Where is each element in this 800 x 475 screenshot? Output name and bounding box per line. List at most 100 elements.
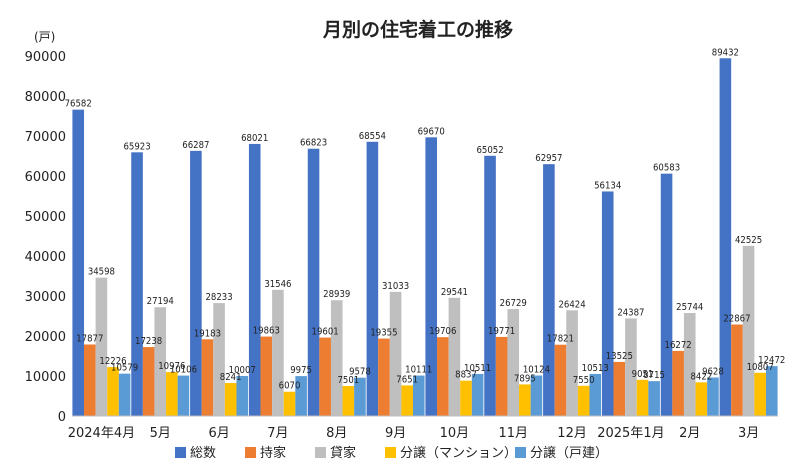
data-label: 31546 [264,279,291,290]
x-tick-label: 2025年1月 [597,426,664,441]
bar [201,339,214,416]
bar [131,152,143,416]
bar [236,375,249,416]
x-tick-label: 2024年4月 [68,426,135,441]
bar [577,385,590,416]
bar [636,379,649,416]
bar [283,391,296,416]
bar [118,373,131,416]
data-label: 19863 [253,326,280,337]
y-tick-label: 20000 [25,330,66,345]
data-label: 28939 [323,289,350,300]
bar [319,337,331,416]
bar [401,385,413,416]
data-label: 19771 [488,326,515,337]
data-label: 24387 [617,307,644,318]
bar [719,58,732,417]
legend-swatch [315,447,326,458]
bar [554,344,567,416]
data-label: 10124 [523,365,550,376]
data-label: 16272 [665,340,692,351]
x-tick-label: 8月 [326,426,347,441]
data-label: 8837 [455,370,477,381]
data-label: 7501 [337,375,359,386]
data-label: 89432 [712,47,739,58]
x-tick-label: 9月 [385,426,406,441]
data-label: 27194 [147,296,174,307]
bar [448,297,461,416]
data-label: 6070 [279,381,301,392]
data-label: 12226 [99,356,126,367]
data-label: 10513 [582,363,609,374]
bar [224,383,237,416]
bar [342,386,355,416]
data-label: 65052 [476,145,503,156]
data-label: 7895 [514,373,536,384]
y-tick-label: 90000 [25,50,66,65]
data-label: 10807 [747,362,774,373]
bar [765,366,778,416]
legend-label: 分譲（マンション） [400,445,517,461]
data-label: 13525 [606,351,633,362]
bar [601,191,614,416]
y-unit-label: (戸) [34,30,55,44]
bar [354,377,366,416]
bar [378,338,390,416]
bar [672,350,684,416]
y-tick-label: 70000 [25,130,66,145]
bar [530,375,543,416]
data-label: 66287 [182,140,209,151]
data-label: 19355 [370,328,397,339]
data-label: 60583 [653,163,680,174]
data-label: 68554 [359,131,386,142]
bar [519,384,531,416]
bar [142,347,155,416]
bar [695,382,708,416]
legend-label: 総数 [190,446,216,461]
chart-title: 月別の住宅着工の推移 [322,18,513,41]
bar [260,336,273,416]
bar [471,373,484,416]
x-tick-label: 2月 [679,426,700,441]
data-label: 42525 [735,235,762,246]
bar [330,300,343,416]
bar [707,377,719,416]
bar [566,310,578,416]
bar [543,164,555,416]
data-label: 9578 [349,367,371,378]
y-tick-label: 80000 [25,90,66,105]
data-label: 12472 [758,355,785,366]
data-label: 25744 [676,302,703,313]
data-label: 9628 [702,366,724,377]
legend-swatch [245,447,256,458]
data-label: 7651 [396,374,418,385]
bar [660,173,673,416]
x-tick-label: 7月 [267,426,288,441]
data-label: 10976 [158,361,185,372]
bar [154,307,167,416]
data-label: 65923 [123,141,150,152]
data-label: 66823 [300,138,327,149]
legend-swatch [175,447,186,458]
data-label: 9051 [632,369,654,380]
bar [589,373,602,416]
legend-swatch [515,447,526,458]
data-label: 10579 [111,363,138,374]
x-tick-label: 3月 [738,426,759,441]
data-label: 17877 [76,333,103,344]
bar [507,309,520,416]
bar [412,375,425,416]
y-tick-label: 60000 [25,170,66,185]
bar [366,141,379,416]
bar [625,318,637,416]
x-tick-label: 5月 [150,426,171,441]
bar [484,155,496,417]
data-label: 10007 [229,365,256,376]
data-label: 17238 [135,336,162,347]
y-tick-label: 10000 [25,370,66,385]
bar [177,375,190,416]
bar [460,380,472,416]
